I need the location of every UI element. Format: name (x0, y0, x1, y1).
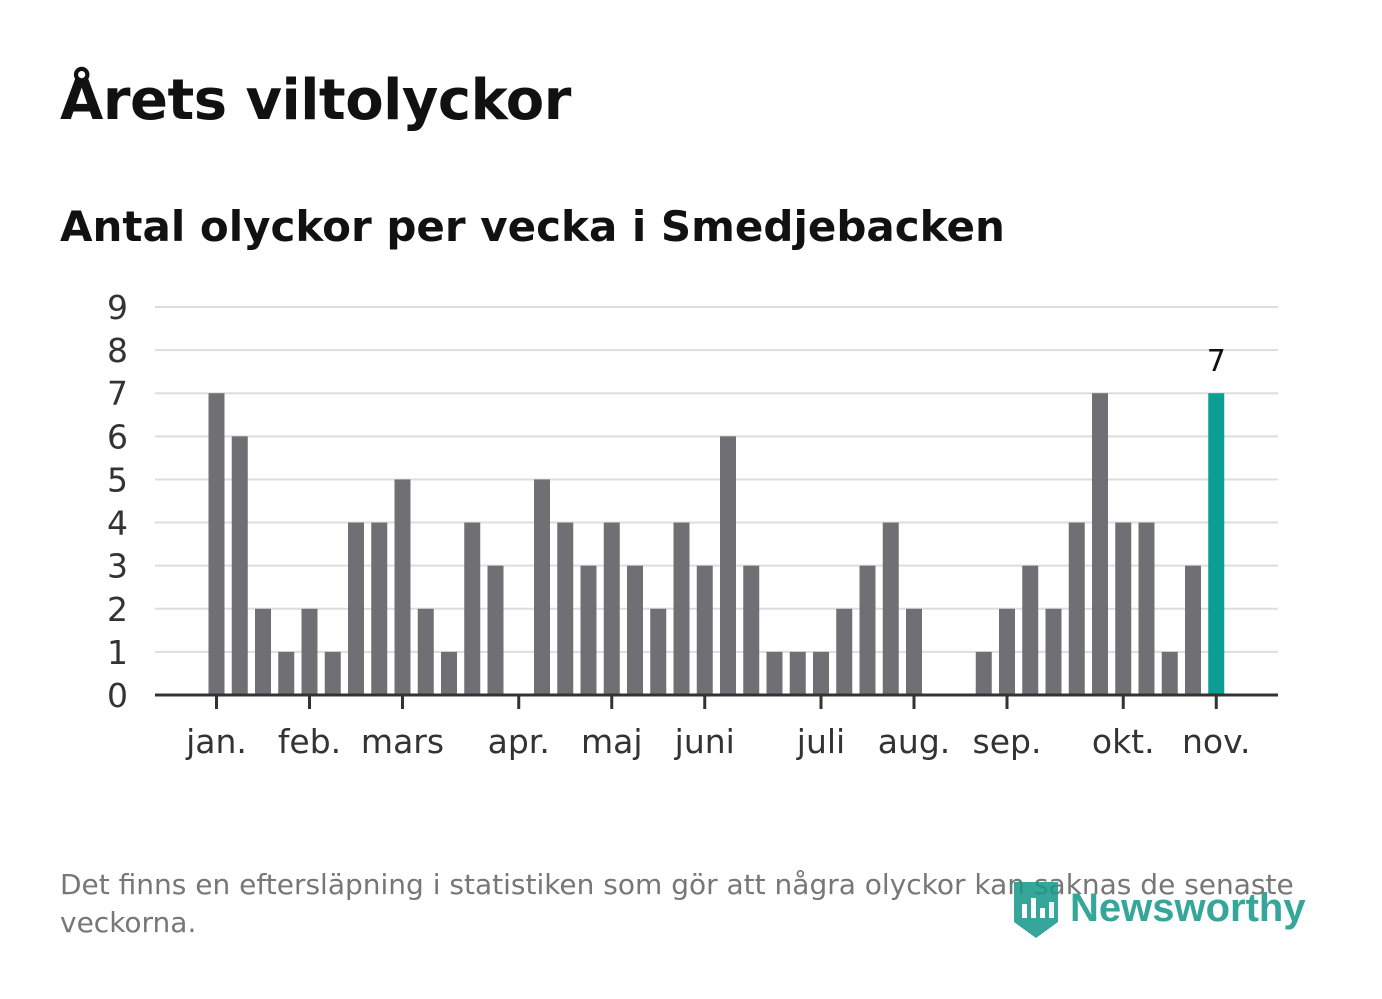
bar (278, 651, 295, 695)
highlight-value-label: 7 (1207, 344, 1226, 379)
bar (464, 522, 481, 695)
bar-highlight (1208, 393, 1225, 695)
bars (208, 393, 1225, 695)
bar (1185, 565, 1201, 695)
bar (999, 608, 1015, 695)
bar (1068, 522, 1085, 695)
y-tick-label: 2 (107, 590, 128, 629)
bar (813, 651, 829, 695)
bar (441, 651, 457, 695)
y-tick-label: 6 (107, 417, 128, 456)
bar (208, 393, 225, 695)
bar (975, 651, 992, 695)
y-tick-label: 0 (107, 676, 128, 715)
bar (859, 565, 876, 695)
bar (836, 608, 853, 695)
bar (906, 608, 922, 695)
bar (557, 522, 574, 695)
y-axis-ticks: 0 1 2 3 4 5 6 7 8 9 (107, 288, 128, 715)
bar (580, 565, 597, 695)
footnote: Det finns en eftersläpning i statistiken… (60, 868, 1294, 939)
bar (1022, 565, 1039, 695)
x-tick-label: juni (674, 722, 735, 761)
y-tick-label: 4 (107, 504, 128, 543)
bar (743, 565, 760, 695)
bar (1092, 393, 1108, 695)
x-tick-label: aug. (878, 722, 951, 761)
bar (1045, 608, 1062, 695)
x-tick-label: mars (361, 722, 444, 761)
brand-name: Newsworthy (1070, 885, 1306, 930)
bar (371, 522, 388, 695)
bar (348, 522, 364, 695)
brand-logo: Newsworthy (1010, 876, 1306, 940)
bar (720, 436, 736, 695)
bar-chart: 0 1 2 3 4 5 6 7 8 9 jan. feb. mars apr. maj juni juli au… (107, 288, 1278, 761)
x-axis: jan. feb. mars apr. maj juni juli aug. sep. okt. n… (155, 693, 1278, 761)
y-tick-label: 1 (107, 633, 128, 672)
y-tick-label: 7 (107, 374, 128, 413)
gridlines (155, 306, 1278, 653)
bar (1161, 651, 1178, 695)
bar (1138, 522, 1155, 695)
x-tick-label: jan. (185, 722, 247, 761)
bar (534, 479, 550, 695)
bar (766, 651, 783, 695)
bar (603, 522, 620, 695)
bar (231, 436, 248, 695)
chart-title: Årets viltolyckor (60, 68, 571, 133)
bar (324, 651, 341, 695)
x-tick-label: apr. (488, 722, 550, 761)
x-tick-label: okt. (1092, 722, 1155, 761)
y-tick-label: 3 (107, 547, 128, 586)
y-tick-label: 8 (107, 331, 128, 370)
bar (487, 565, 504, 695)
bar (789, 651, 806, 695)
bar (417, 608, 434, 695)
data-labels: 7 (1207, 344, 1226, 379)
x-tick-label: nov. (1182, 722, 1251, 761)
bar (394, 479, 411, 695)
bar (882, 522, 899, 695)
bar (650, 608, 667, 695)
x-tick-label: sep. (973, 722, 1042, 761)
bar (1115, 522, 1132, 695)
x-tick-label: maj (581, 722, 643, 761)
x-tick-label: feb. (278, 722, 341, 761)
bar (627, 565, 643, 695)
bar (255, 608, 271, 695)
y-tick-label: 9 (107, 288, 128, 327)
x-tick-label: juli (796, 722, 845, 761)
bar (301, 608, 318, 695)
y-tick-label: 5 (107, 460, 128, 499)
chart-subtitle: Antal olyckor per vecka i Smedjebacken (60, 202, 1005, 251)
bar (696, 565, 713, 695)
newsworthy-logo-icon (1014, 882, 1058, 938)
bar (673, 522, 690, 695)
